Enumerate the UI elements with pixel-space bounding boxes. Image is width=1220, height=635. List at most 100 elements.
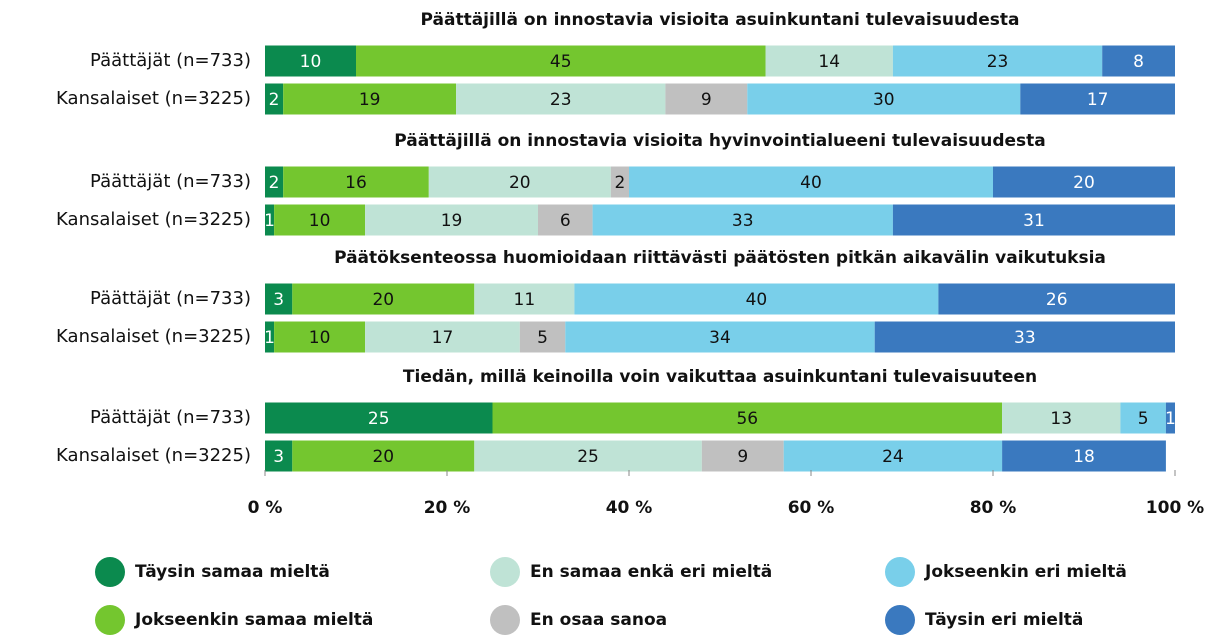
bar-segment: [492, 402, 1003, 434]
bar-segment: [365, 204, 538, 236]
bar-segment: [292, 283, 475, 315]
data-label: 19: [441, 211, 463, 231]
legend-label: En osaa sanoa: [530, 610, 667, 630]
bar-segment: [765, 45, 893, 77]
bar-segment: [874, 321, 1175, 353]
bar-segment: [283, 166, 429, 198]
bar-segment: [574, 283, 939, 315]
data-label: 2: [269, 173, 280, 193]
bar-segment: [292, 440, 475, 472]
row-label: Päättäjät (n=733): [90, 50, 251, 71]
data-label: 19: [359, 90, 381, 110]
x-tick-label: 100 %: [1146, 498, 1204, 518]
bar-segment: [265, 83, 284, 115]
bar-segment: [629, 166, 993, 198]
data-label: 1: [264, 211, 275, 231]
legend-label: Täysin samaa mieltä: [135, 562, 330, 582]
row-label: Päättäjät (n=733): [90, 407, 251, 428]
data-label: 24: [882, 447, 904, 467]
data-label: 23: [550, 90, 572, 110]
bar-segment: [519, 321, 566, 353]
data-label: 6: [560, 211, 571, 231]
data-label: 9: [701, 90, 712, 110]
bar-segment: [565, 321, 875, 353]
bar-segment: [265, 45, 356, 77]
data-label: 2: [269, 90, 280, 110]
data-label: 45: [550, 52, 572, 72]
bar-segment: [1165, 402, 1175, 434]
row-label: Päättäjät (n=733): [90, 288, 251, 309]
bar-segment: [265, 402, 493, 434]
data-label: 33: [732, 211, 754, 231]
data-label: 56: [736, 409, 758, 429]
data-label: 17: [1087, 90, 1109, 110]
bar-segment: [265, 204, 275, 236]
data-label: 23: [987, 52, 1009, 72]
data-label: 10: [309, 328, 331, 348]
x-tick-label: 0 %: [248, 498, 283, 518]
bar-segment: [538, 204, 593, 236]
panel-title: Päättäjillä on innostavia visioita asuin…: [421, 10, 1020, 30]
row-label: Kansalaiset (n=3225): [56, 326, 251, 347]
bar-segment: [592, 204, 893, 236]
data-label: 3: [273, 290, 284, 310]
data-label: 40: [800, 173, 822, 193]
bar-segment: [274, 204, 366, 236]
data-label: 1: [1165, 409, 1176, 429]
data-label: 10: [300, 52, 322, 72]
row-label: Päättäjät (n=733): [90, 171, 251, 192]
legend-swatch: [885, 605, 915, 635]
data-label: 13: [1050, 409, 1072, 429]
x-tick-label: 60 %: [788, 498, 835, 518]
legend-label: En samaa enkä eri mieltä: [530, 562, 772, 582]
data-label: 16: [345, 173, 367, 193]
bar-segment: [1002, 402, 1121, 434]
data-label: 30: [873, 90, 895, 110]
bar-segment: [265, 321, 275, 353]
data-label: 20: [1073, 173, 1095, 193]
bar-segment: [938, 283, 1175, 315]
data-label: 33: [1014, 328, 1036, 348]
bar-segment: [701, 440, 784, 472]
data-label: 18: [1073, 447, 1095, 467]
legend-swatch: [95, 557, 125, 587]
data-label: 40: [746, 290, 768, 310]
legend-label: Jokseenkin samaa mieltä: [134, 610, 373, 630]
bar-segment: [474, 440, 702, 472]
panel-title: Päätöksenteossa huomioidaan riittävästi …: [334, 248, 1106, 268]
bar-segment: [783, 440, 1003, 472]
data-label: 1: [264, 328, 275, 348]
bar-segment: [610, 166, 629, 198]
bar-segment: [265, 440, 293, 472]
data-label: 25: [577, 447, 599, 467]
bar-segment: [1020, 83, 1175, 115]
bar-segment: [265, 283, 293, 315]
bar-segment: [665, 83, 748, 115]
bar-segment: [428, 166, 611, 198]
data-label: 14: [818, 52, 840, 72]
legend-swatch: [885, 557, 915, 587]
bar-segment: [892, 204, 1175, 236]
data-label: 34: [709, 328, 731, 348]
data-label: 26: [1046, 290, 1068, 310]
data-label: 5: [537, 328, 548, 348]
data-label: 8: [1133, 52, 1144, 72]
bar-segment: [1102, 45, 1175, 77]
data-label: 5: [1138, 409, 1149, 429]
data-label: 20: [372, 290, 394, 310]
bar-segment: [1002, 440, 1166, 472]
bar-segment: [1120, 402, 1166, 434]
legend-label: Täysin eri mieltä: [925, 610, 1083, 630]
legend-swatch: [95, 605, 125, 635]
row-label: Kansalaiset (n=3225): [56, 209, 251, 230]
row-label: Kansalaiset (n=3225): [56, 445, 251, 466]
row-label: Kansalaiset (n=3225): [56, 88, 251, 109]
data-label: 31: [1023, 211, 1045, 231]
x-tick-label: 80 %: [970, 498, 1017, 518]
panel-title: Päättäjillä on innostavia visioita hyvin…: [394, 131, 1046, 151]
data-label: 17: [432, 328, 454, 348]
bar-segment: [474, 283, 575, 315]
x-tick-label: 40 %: [606, 498, 653, 518]
data-label: 25: [368, 409, 390, 429]
